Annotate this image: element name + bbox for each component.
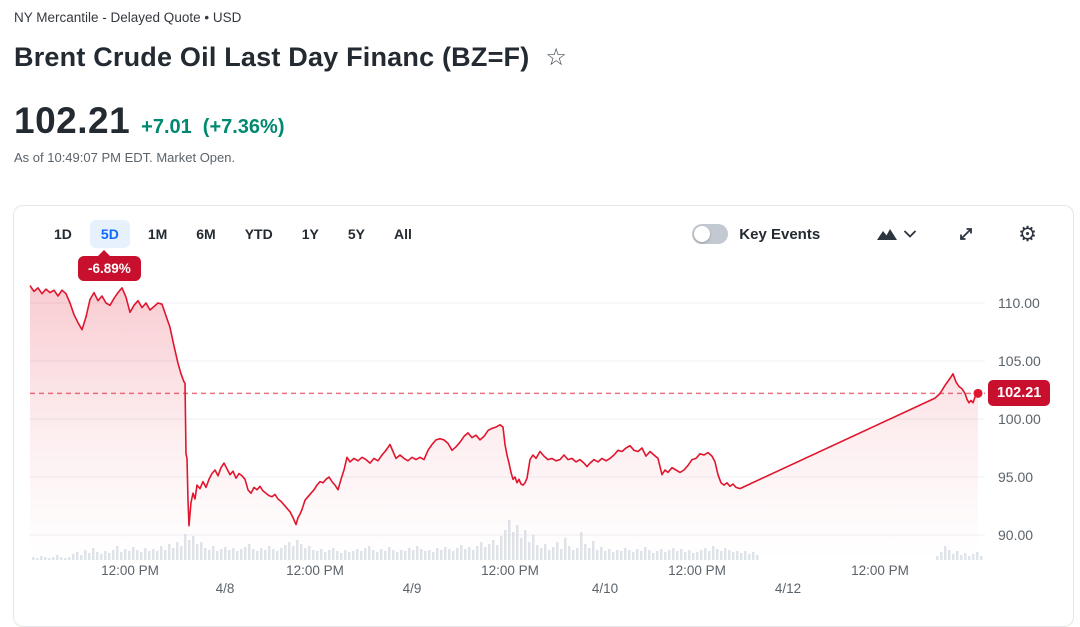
price-row: 102.21 +7.01 (+7.36%) xyxy=(14,100,285,142)
tab-ytd[interactable]: YTD xyxy=(244,226,273,242)
current-price: 102.21 xyxy=(14,100,131,141)
x-axis-label: 12:00 PM xyxy=(286,563,344,578)
quote-page: NY Mercantile - Delayed Quote • USD Bren… xyxy=(13,10,1074,627)
exchange-info: NY Mercantile - Delayed Quote • USD xyxy=(14,10,242,25)
y-axis-label: 110.00 xyxy=(998,295,1040,311)
x-axis-label: 12:00 PM xyxy=(101,563,159,578)
tab-1m[interactable]: 1M xyxy=(147,226,168,242)
x-axis-label: 4/8 xyxy=(215,581,235,596)
chart-type-icon[interactable] xyxy=(876,227,898,241)
x-axis-label: 4/9 xyxy=(402,581,422,596)
range-tabs: 1D 5D 1M 6M YTD 1Y 5Y All xyxy=(43,220,423,248)
tab-5d[interactable]: 5D xyxy=(89,220,130,248)
tab-all[interactable]: All xyxy=(393,226,412,242)
tab-5y[interactable]: 5Y xyxy=(347,226,365,242)
price-change: +7.01 xyxy=(141,116,192,138)
settings-icon[interactable]: ⚙ xyxy=(1018,222,1037,246)
tab-1d[interactable]: 1D xyxy=(54,226,72,242)
toggle-knob xyxy=(694,226,711,242)
x-axis-label: 12:00 PM xyxy=(851,563,909,578)
tab-1y[interactable]: 1Y xyxy=(301,226,319,242)
key-events-toggle[interactable] xyxy=(692,224,729,244)
price-change-percent: (+7.36%) xyxy=(202,116,285,138)
title-row: Brent Crude Oil Last Day Financ (BZ=F) ☆ xyxy=(14,42,567,73)
as-of-text: As of 10:49:07 PM EDT. Market Open. xyxy=(14,150,236,165)
x-axis-label: 12:00 PM xyxy=(481,563,539,578)
y-axis-label: 90.00 xyxy=(998,527,1034,543)
key-events-label: Key Events xyxy=(739,225,821,243)
star-icon[interactable]: ☆ xyxy=(545,43,567,71)
chart-card xyxy=(13,205,1074,627)
toolbar-right: Key Events ⚙ xyxy=(692,224,1037,245)
tab-6m[interactable]: 6M xyxy=(196,226,216,242)
x-axis-label: 12:00 PM xyxy=(668,563,726,578)
y-axis-label: 105.00 xyxy=(998,353,1041,369)
chevron-down-icon[interactable] xyxy=(904,230,917,238)
x-axis-label: 4/10 xyxy=(591,581,619,596)
expand-icon[interactable] xyxy=(958,226,974,242)
current-price-badge: 102.21 xyxy=(988,380,1051,407)
x-axis-label: 4/12 xyxy=(774,581,802,596)
y-axis-label: 100.00 xyxy=(998,411,1041,427)
session-change-badge: -6.89% xyxy=(78,250,141,281)
y-axis-label: 95.00 xyxy=(998,469,1034,485)
chart-toolbar: 1D 5D 1M 6M YTD 1Y 5Y All Key Events ⚙ xyxy=(43,219,1037,249)
page-title: Brent Crude Oil Last Day Financ (BZ=F) xyxy=(14,42,530,72)
